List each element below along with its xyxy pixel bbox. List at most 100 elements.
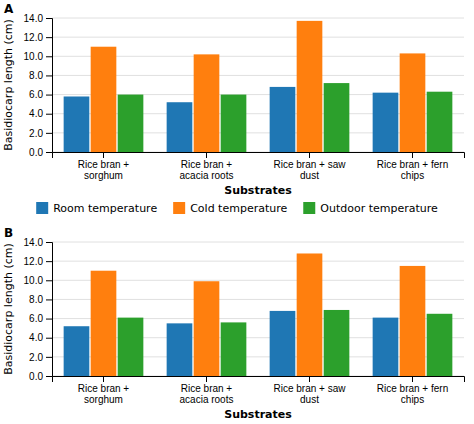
grid-line — [52, 242, 464, 243]
bar — [167, 323, 193, 376]
x-axis: Rice bran +sorghumRice bran +acacia root… — [53, 152, 465, 181]
bars — [64, 253, 453, 376]
tick-label-line: sorghum — [84, 394, 123, 405]
tick: 8.0 — [29, 294, 52, 305]
tick-mark — [309, 376, 310, 382]
legend-item: Room temperature — [36, 202, 157, 215]
tick-label-line: dust — [300, 394, 319, 405]
tick: Rice bran +acacia roots — [180, 152, 234, 181]
tick: Rice bran + sawdust — [274, 152, 347, 181]
series — [118, 83, 453, 152]
tick-label: 2.0 — [29, 352, 43, 363]
x-axis-title: Substrates — [224, 408, 292, 421]
legend-swatch — [36, 202, 48, 214]
legend-label: Room temperature — [53, 202, 157, 215]
tick: Rice bran + fernchips — [377, 376, 448, 405]
tick-label: 0.0 — [29, 147, 43, 158]
tick-mark — [46, 95, 52, 96]
tick-mark — [46, 242, 52, 243]
tick-label: Rice bran + fernchips — [377, 383, 448, 405]
tick-label-line: Rice bran + — [181, 383, 233, 394]
tick-label: 4.0 — [29, 108, 43, 119]
tick: Rice bran +acacia roots — [180, 376, 234, 405]
tick: 14.0 — [24, 13, 52, 24]
tick-label-line: chips — [401, 170, 424, 181]
tick: Rice bran +sorghum — [78, 152, 130, 181]
tick: 2.0 — [29, 128, 52, 139]
tick-label: 6.0 — [29, 313, 43, 324]
axis-domain — [46, 243, 53, 377]
tick-label: Rice bran +sorghum — [78, 159, 130, 181]
bar — [221, 322, 247, 376]
grid-line — [52, 18, 464, 19]
tick: 6.0 — [29, 313, 52, 324]
tick-mark — [103, 152, 104, 158]
tick: 0.0 — [29, 147, 52, 158]
y-axis-title: Basidiocarp length (cm) — [2, 243, 15, 375]
panel: 0.02.04.06.08.010.012.014.0Rice bran +so… — [2, 2, 465, 197]
tick-mark — [46, 114, 52, 115]
tick-label: 6.0 — [29, 89, 43, 100]
tick-mark — [309, 152, 310, 158]
tick-label: 10.0 — [24, 275, 44, 286]
bar — [118, 95, 144, 152]
tick: 4.0 — [29, 108, 52, 119]
legend-item: Outdoor temperature — [303, 202, 438, 215]
grid — [52, 242, 464, 376]
bar — [118, 318, 144, 376]
tick: Rice bran + sawdust — [274, 376, 347, 405]
tick-mark — [412, 152, 413, 158]
tick-label-line: Rice bran + fern — [377, 383, 448, 394]
tick-mark — [46, 280, 52, 281]
grid-line — [52, 261, 464, 262]
tick-label: 8.0 — [29, 294, 43, 305]
tick: 12.0 — [24, 32, 52, 43]
tick-mark — [46, 133, 52, 134]
tick: 0.0 — [29, 371, 52, 382]
bar — [427, 314, 453, 376]
bar — [221, 95, 247, 152]
bar — [194, 54, 220, 152]
bar — [194, 281, 220, 376]
tick-label: 12.0 — [24, 256, 44, 267]
bar — [324, 310, 350, 376]
panel-title: A — [4, 2, 14, 16]
bar — [297, 21, 323, 152]
tick-label-line: dust — [300, 170, 319, 181]
tick-label: 14.0 — [24, 13, 44, 24]
legend-label: Cold temperature — [190, 202, 287, 215]
tick-label: Rice bran +acacia roots — [180, 383, 234, 405]
tick-mark — [206, 376, 207, 382]
tick: Rice bran + fernchips — [377, 152, 448, 181]
bar — [64, 96, 90, 152]
tick-label-line: Rice bran + — [181, 159, 233, 170]
tick-mark — [206, 152, 207, 158]
bar — [373, 93, 399, 152]
grid — [52, 18, 464, 152]
bar — [427, 92, 453, 152]
y-axis: 0.02.04.06.08.010.012.014.0 — [24, 13, 53, 158]
tick-label-line: Rice bran + fern — [377, 159, 448, 170]
tick-mark — [46, 319, 52, 320]
tick: 14.0 — [24, 237, 52, 248]
tick-mark — [103, 376, 104, 382]
bar — [270, 87, 296, 152]
tick-label-line: sorghum — [84, 170, 123, 181]
x-axis-title: Substrates — [224, 184, 292, 197]
tick-mark — [46, 261, 52, 262]
tick-mark — [46, 376, 52, 377]
axis-domain — [53, 153, 465, 159]
tick: 2.0 — [29, 352, 52, 363]
panel: 0.02.04.06.08.010.012.014.0Rice bran +so… — [2, 226, 465, 421]
bar — [324, 83, 350, 152]
tick-mark — [46, 56, 52, 57]
tick-mark — [46, 37, 52, 38]
tick-mark — [46, 75, 52, 76]
bar — [91, 271, 117, 376]
bars — [64, 21, 453, 152]
bar — [297, 253, 323, 376]
tick: 10.0 — [24, 51, 52, 62]
tick-mark — [46, 299, 52, 300]
axis-domain — [53, 377, 465, 383]
series — [91, 253, 426, 376]
